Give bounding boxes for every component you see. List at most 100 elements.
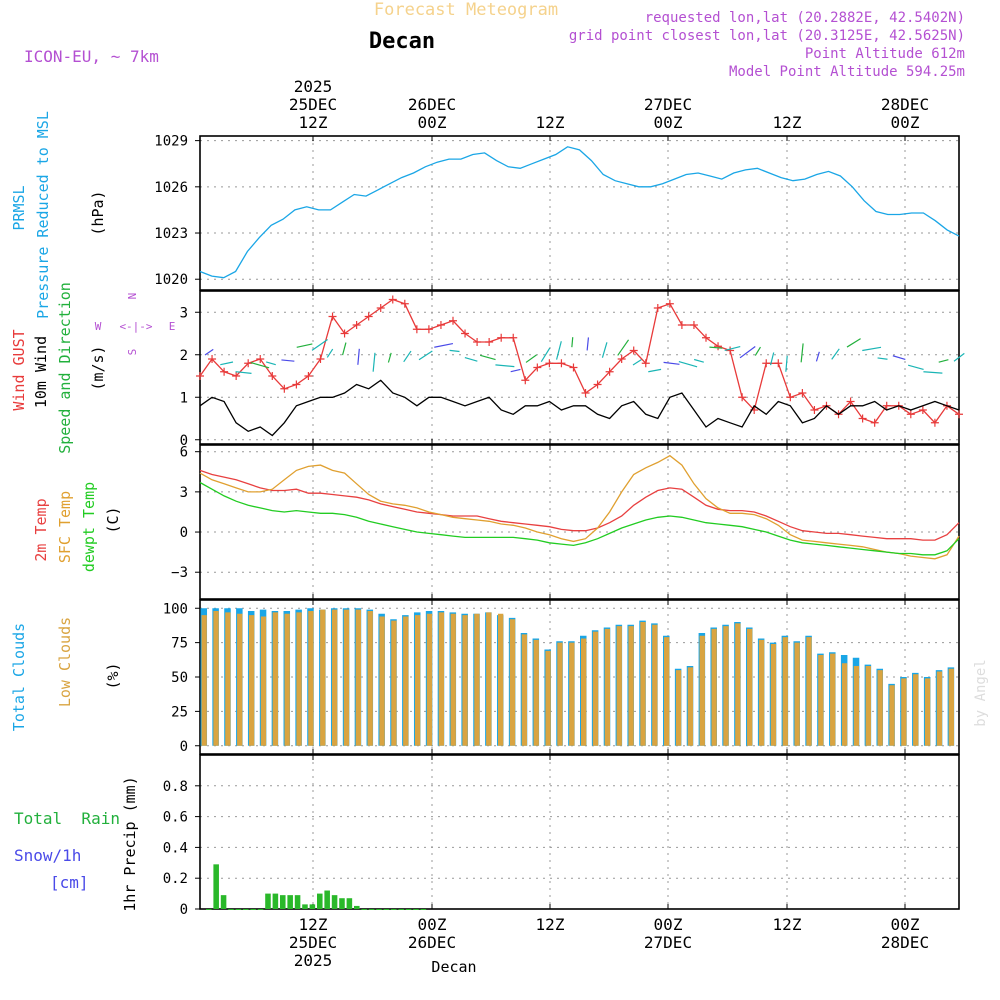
rain-bar — [287, 895, 293, 909]
gust-marker — [533, 363, 542, 372]
model-altitude: Model Point Altitude 594.25m — [729, 64, 965, 80]
wind-arrow — [464, 356, 478, 362]
gust-marker — [497, 333, 506, 342]
wind-arrow — [907, 364, 924, 370]
rain-bar — [302, 904, 308, 909]
low-cloud-bar — [403, 616, 409, 746]
gust-marker — [846, 397, 855, 406]
pressure-unit: (hPa) — [89, 190, 107, 235]
low-cloud-bar — [853, 666, 860, 746]
bottom-axis-label: 00Z — [654, 915, 683, 934]
gust-marker — [955, 410, 963, 419]
gust-marker — [557, 359, 566, 368]
gust-marker — [208, 355, 217, 363]
rain-bar — [280, 895, 286, 909]
wind-arrow — [495, 364, 515, 368]
gust-marker — [220, 367, 229, 376]
rain-label: Total Rain — [14, 809, 120, 828]
wind-arrow — [938, 359, 949, 363]
gust-marker — [256, 355, 265, 363]
low-cloud-bar — [841, 663, 848, 746]
wind-arrow — [877, 357, 888, 360]
y-tick-label: 1020 — [154, 272, 188, 288]
top-axis-label: 2025 — [294, 77, 333, 96]
low-cloud-bar — [545, 650, 551, 746]
top-axis-label: 28DEC — [881, 95, 929, 114]
wind-arrow — [815, 351, 820, 362]
wind-unit: (m/s) — [89, 345, 107, 390]
y-tick-label: 0.8 — [163, 779, 188, 795]
low-cloud-bar — [830, 653, 836, 746]
gust-marker — [918, 406, 927, 414]
low-cloud-bar — [497, 613, 504, 746]
requested-coords: requested lon,lat (20.2882E, 42.5402N) — [645, 10, 965, 26]
gust-marker — [581, 389, 590, 397]
panel-frame — [199, 599, 960, 755]
low-cloud-bar — [248, 615, 255, 746]
wind-dir-label: Speed and Direction — [56, 282, 74, 454]
gust-marker — [786, 393, 795, 402]
footer-location: Decan — [431, 958, 476, 976]
wind-arrow — [326, 348, 334, 358]
wind-arrow — [525, 354, 537, 363]
wind-arrow — [220, 361, 234, 366]
low-cloud-bar — [367, 611, 373, 746]
y-tick-label: 75 — [171, 636, 188, 652]
wind-arrow — [831, 348, 840, 360]
panel-5: 0 0.2 0.4 0.6 0.8 — [163, 754, 960, 918]
gust-marker — [196, 372, 204, 380]
wind-ylabel: Wind GUST 10m Wind Speed and Direction (… — [10, 282, 107, 454]
low-cloud-bar — [509, 619, 516, 746]
low-cloud-bar — [735, 623, 741, 746]
top-axis-label: 12Z — [536, 113, 565, 132]
y-tick-label: 25 — [171, 704, 188, 720]
low-cloud-bar — [723, 626, 729, 746]
precip-unit: 1hr Precip (mm) — [121, 776, 139, 911]
gust-marker — [653, 304, 662, 312]
low-cloud-bar — [272, 612, 278, 746]
panel-3: −3 0 3 6 — [171, 444, 960, 600]
panels: 10201023102610290123−3036025507510000.20… — [154, 134, 965, 918]
gust-marker — [424, 325, 433, 334]
gust-marker — [810, 406, 819, 414]
low-cloud-bar — [296, 612, 302, 746]
snow-unit-label: [cm] — [50, 873, 89, 892]
series-line-sfc_temp — [199, 454, 960, 560]
gust-marker — [641, 359, 650, 368]
bottom-axis-label: 27DEC — [644, 933, 692, 952]
bottom-axis-label: 2025 — [294, 951, 333, 970]
rain-bar — [361, 909, 367, 910]
low-cloud-bar — [521, 634, 528, 746]
panel-frame — [199, 135, 960, 291]
wind-arrow — [555, 341, 562, 360]
top-axis-label: 12Z — [299, 113, 328, 132]
gust-marker — [449, 316, 457, 325]
wind-arrow — [754, 346, 761, 356]
wind-arrow — [953, 352, 965, 362]
clouds-unit: (%) — [104, 662, 122, 689]
top-axis-label: 25DEC — [289, 95, 337, 114]
rain-bar — [368, 909, 375, 910]
low-clouds-label: Low Clouds — [56, 617, 74, 707]
wind-arrow — [739, 346, 756, 359]
sfc-temp-label: SFC Temp — [56, 491, 74, 563]
y-tick-label: 50 — [171, 670, 188, 686]
rain-bar — [331, 895, 338, 909]
low-cloud-bar — [652, 624, 658, 746]
wind-arrow — [250, 362, 270, 369]
series-line-gust — [199, 298, 960, 424]
low-cloud-bar — [426, 613, 433, 746]
rain-bar — [354, 905, 360, 909]
gust-marker — [388, 295, 397, 304]
gust-marker — [412, 325, 421, 334]
wind-arrow — [769, 352, 775, 366]
low-cloud-bar — [284, 613, 290, 746]
panel-1: 1020 1023 1026 1029 — [154, 134, 960, 291]
y-tick-label: 0 — [180, 525, 188, 541]
wind-arrow — [648, 368, 662, 373]
wind-arrow — [800, 343, 804, 363]
gust-marker — [436, 321, 445, 329]
series-line-dewpoint — [199, 481, 960, 556]
gust-marker — [268, 372, 277, 380]
low-cloud-bar — [782, 637, 788, 746]
